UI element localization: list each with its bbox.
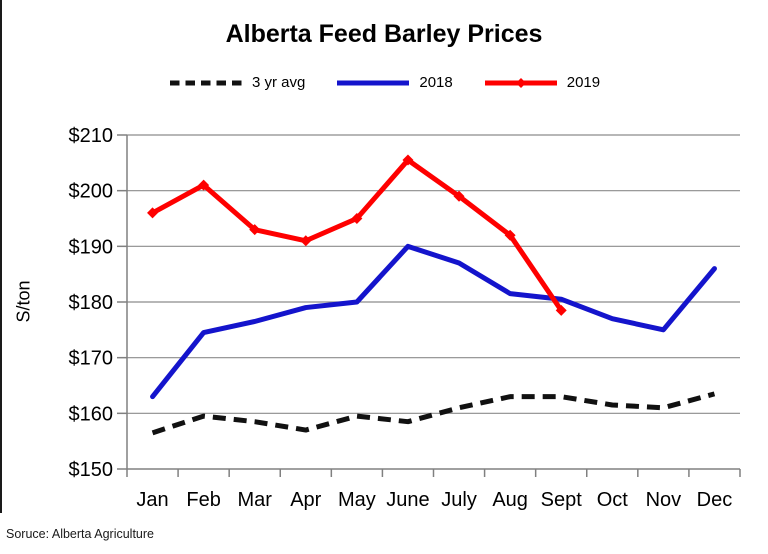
legend-label: 2019 (566, 74, 601, 91)
y-tick-label: $150 (69, 459, 114, 481)
x-tick-label: May (338, 489, 376, 511)
legend-marker-sample (515, 77, 526, 88)
legend-item-2018: 2018 (335, 74, 453, 91)
data-point-marker-2019 (300, 235, 312, 247)
x-tick-label: Sept (541, 489, 583, 511)
left-border-line (0, 0, 2, 513)
legend-label: 3 yr avg (252, 74, 306, 91)
y-tick-label: $160 (69, 403, 114, 425)
x-tick-label: Aug (492, 489, 528, 511)
data-point-marker-2019 (453, 190, 465, 202)
data-point-marker-2019 (249, 224, 261, 236)
data-point-marker-2019 (504, 229, 516, 241)
y-axis-title: S/ton (13, 280, 34, 323)
x-tick-label: Jan (136, 489, 168, 511)
data-point-marker-2019 (147, 207, 159, 219)
legend-item-3yr-avg: 3 yr avg (168, 74, 305, 91)
legend-swatch-blue-line (337, 80, 410, 85)
legend-swatch-dashed-line (170, 80, 242, 85)
data-point-marker-2019 (555, 304, 567, 316)
legend-swatch-red-line (484, 77, 557, 88)
legend-item-2019: 2019 (483, 74, 600, 91)
y-tick-label: $210 (69, 125, 114, 147)
x-tick-label: Apr (290, 489, 321, 511)
x-tick-label: Dec (697, 489, 733, 511)
source-note: Soruce: Alberta Agriculture (6, 527, 154, 541)
data-point-marker-2019 (198, 179, 210, 191)
x-tick-label: Feb (186, 489, 220, 511)
chart-title: Alberta Feed Barley Prices (225, 20, 543, 48)
x-tick-label: Mar (237, 489, 272, 511)
series-line-3-yr-avg (151, 391, 716, 436)
x-tick-label: Nov (646, 489, 682, 511)
y-tick-label: $170 (69, 348, 114, 370)
series-line-2018 (150, 243, 717, 400)
y-tick-label: $190 (69, 236, 114, 258)
y-tick-label: $200 (69, 181, 114, 203)
x-tick-label: Oct (597, 489, 629, 511)
legend-label: 2018 (419, 74, 453, 91)
x-tick-label: July (441, 489, 477, 511)
data-point-marker-2019 (351, 213, 363, 224)
data-point-marker-2019 (402, 154, 414, 166)
y-tick-label: $180 (69, 292, 114, 314)
x-tick-label: June (386, 489, 429, 511)
legend: 3 yr avg 2018 2019 (168, 74, 600, 91)
